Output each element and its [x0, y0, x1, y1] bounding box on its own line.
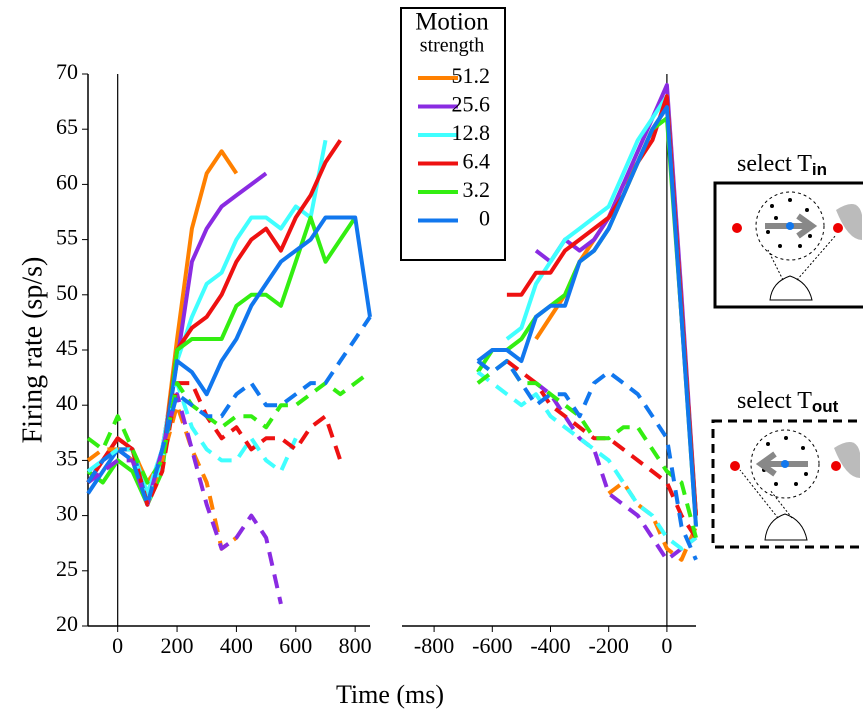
- target: [833, 223, 843, 233]
- dots: [766, 198, 812, 248]
- line: [506, 94, 698, 516]
- line: [86, 403, 238, 551]
- x-tick-label: 0: [112, 633, 123, 658]
- aperture: [755, 191, 825, 261]
- icon-out: select Tout: [711, 388, 863, 549]
- legend-subtitle: strength: [420, 35, 484, 57]
- y-tick-label: 50: [56, 280, 78, 305]
- line: [86, 315, 372, 507]
- rf: [836, 204, 862, 240]
- annotation: select Tout: [737, 388, 839, 417]
- line: [86, 381, 298, 507]
- line: [86, 370, 372, 485]
- y-tick-label: 70: [56, 59, 78, 84]
- x-tick-label: 200: [161, 633, 194, 658]
- legend-title: Motion: [415, 9, 489, 36]
- y-tick-label: 60: [56, 169, 78, 194]
- head: [764, 513, 808, 541]
- annotation-sub: out: [812, 397, 839, 416]
- line: [476, 105, 698, 527]
- legend: Motion strength 51.2 25.6 12.8 6.4 3.2 0: [400, 7, 506, 261]
- y-tick-label: 30: [56, 501, 78, 526]
- line: [476, 359, 698, 561]
- x-axis-label: Time (ms): [336, 680, 444, 709]
- x-tick-label: 0: [661, 633, 672, 658]
- gaze: [767, 234, 837, 281]
- line: [476, 370, 698, 551]
- x-tick-label: 800: [339, 633, 372, 658]
- line: [534, 381, 698, 562]
- y-tick-label: 45: [56, 335, 78, 360]
- annotation: select Tin: [737, 151, 827, 180]
- y-tick-label: 25: [56, 556, 78, 581]
- x-tick-label: -400: [530, 633, 570, 658]
- legend-label: 3.2: [463, 177, 491, 202]
- line: [607, 480, 698, 562]
- y-tick-label: 20: [56, 611, 78, 636]
- fixation: [786, 222, 794, 230]
- rf: [834, 442, 860, 478]
- aperture: [750, 429, 820, 499]
- line: [86, 392, 283, 605]
- legend-label: 51.2: [452, 63, 491, 88]
- head: [769, 275, 813, 301]
- legend-label: 25.6: [452, 92, 491, 117]
- x-tick-label: 600: [279, 633, 312, 658]
- annotation-sub: in: [812, 160, 827, 179]
- gaze: [739, 469, 793, 519]
- y-tick-label: 65: [56, 114, 78, 139]
- y-tick-label: 35: [56, 445, 78, 470]
- target: [732, 223, 742, 233]
- x-tick-label: -800: [414, 633, 454, 658]
- legend-label: 12.8: [452, 120, 491, 145]
- annotation-text: select T: [737, 151, 812, 177]
- x-tick-label: 400: [220, 633, 253, 658]
- legend-label: 6.4: [463, 149, 491, 174]
- legend-label: 0: [479, 206, 490, 231]
- line: [476, 116, 698, 527]
- line: [476, 359, 698, 539]
- box: [713, 181, 863, 309]
- y-axis-label: Firing rate (sp/s): [17, 257, 48, 444]
- target: [730, 461, 740, 471]
- x-tick-label: -200: [589, 633, 629, 658]
- fixation: [781, 460, 789, 468]
- icon-in: select Tin: [713, 151, 863, 309]
- y-tick-label: 40: [56, 390, 78, 415]
- line: [86, 215, 357, 507]
- target: [831, 461, 841, 471]
- annotation-text: select T: [737, 388, 812, 414]
- y-tick-label: 55: [56, 225, 78, 250]
- x-tick-label: -600: [472, 633, 512, 658]
- box: [711, 419, 863, 549]
